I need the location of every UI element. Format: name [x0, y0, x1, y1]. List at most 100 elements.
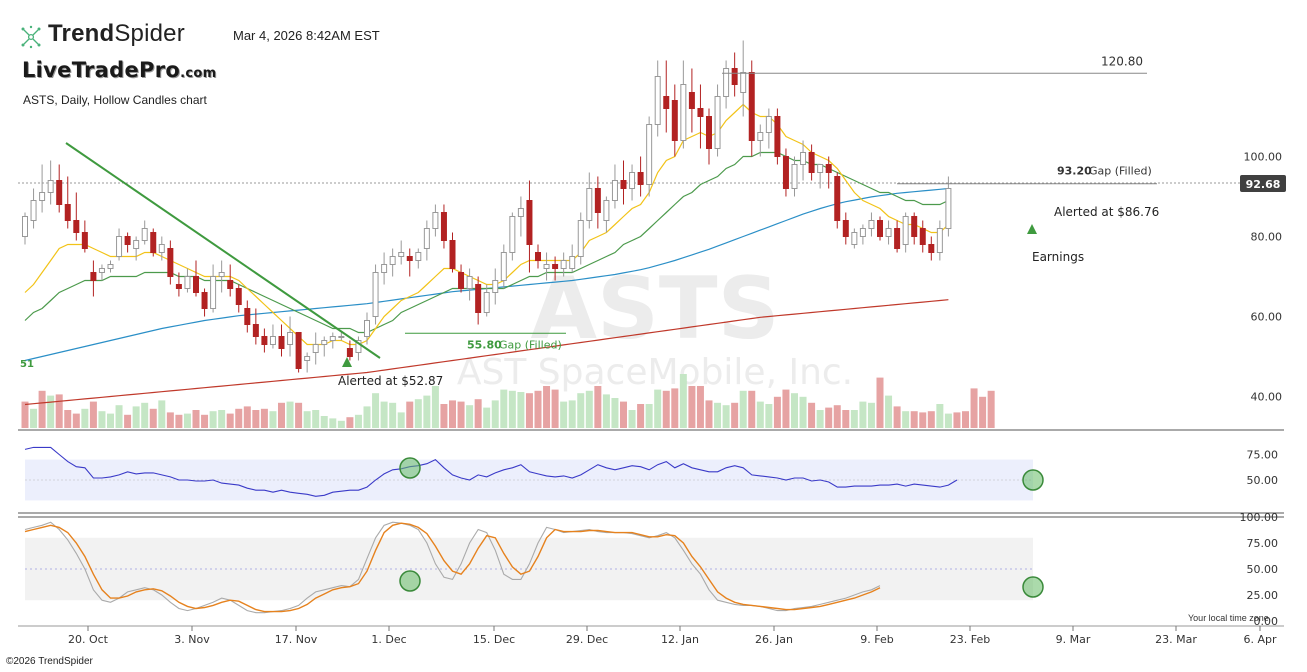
- volume-bar: [517, 392, 525, 428]
- volume-bar: [38, 390, 46, 428]
- volume-bar: [620, 401, 627, 428]
- earnings-label: Earnings: [1032, 250, 1084, 264]
- candle-body: [372, 272, 379, 317]
- volume-bar: [132, 406, 140, 428]
- site-watermark: LiveTradePro.com: [22, 58, 217, 82]
- candle-body: [167, 248, 174, 277]
- volume-bar: [278, 402, 285, 428]
- volume-bar: [303, 411, 311, 428]
- volume-bar: [773, 396, 781, 428]
- volume-bar: [611, 398, 619, 428]
- volume-bar: [226, 413, 234, 428]
- volume-bar: [337, 420, 345, 428]
- candle-body: [235, 288, 242, 305]
- volume-bar: [936, 404, 944, 428]
- stochastic-axis-tick: 75.00: [1247, 537, 1279, 550]
- volume-bar: [645, 404, 653, 428]
- volume-bar: [508, 390, 516, 428]
- candle-body: [894, 228, 901, 249]
- candle-body: [552, 264, 559, 269]
- left-edge-label: 51: [20, 359, 34, 370]
- candle-body: [577, 220, 584, 257]
- candle-body: [740, 72, 747, 93]
- candle-body: [560, 260, 567, 269]
- stochastic-signal-marker-icon: [1022, 576, 1044, 598]
- candle-body: [423, 228, 430, 249]
- volume-bar: [30, 408, 38, 428]
- x-axis-tick-label: 6. Apr: [1243, 633, 1276, 646]
- watermark-company: AST SpaceMobile, Inc.: [457, 352, 853, 393]
- volume-bar: [722, 405, 730, 428]
- volume-bar: [260, 408, 268, 428]
- candle-body: [389, 256, 396, 265]
- volume-bar: [166, 412, 174, 428]
- candle-body: [569, 256, 576, 269]
- volume-bar: [363, 406, 371, 428]
- volume-bar: [808, 402, 816, 428]
- candle-body: [64, 204, 71, 221]
- candle-body: [594, 188, 601, 213]
- candle-body: [500, 252, 507, 281]
- candle-body: [885, 228, 892, 237]
- volume-bar: [850, 410, 858, 428]
- candle-body: [483, 292, 490, 313]
- candle-body: [398, 252, 405, 257]
- volume-bar: [919, 412, 927, 428]
- candle-body: [714, 96, 721, 149]
- volume-bar: [457, 401, 465, 428]
- candle-body: [586, 188, 593, 221]
- candle-body: [287, 332, 294, 345]
- candle-body: [458, 272, 465, 289]
- volume-bar: [731, 402, 739, 428]
- candle-body: [475, 284, 482, 313]
- volume-bar: [568, 400, 576, 428]
- rsi-signal-marker-icon: [399, 457, 421, 479]
- volume-bar: [380, 401, 388, 428]
- volume-bar: [243, 406, 251, 428]
- background-watermark: ASTS AST SpaceMobile, Inc.: [457, 259, 853, 393]
- candle-body: [158, 244, 165, 253]
- candle-body: [261, 336, 268, 345]
- volume-bar: [98, 411, 106, 428]
- earnings-arrow-icon: [1027, 224, 1037, 234]
- candle-body: [774, 116, 781, 157]
- candle-body: [466, 276, 473, 289]
- candle-body: [312, 344, 319, 353]
- volume-bar: [944, 413, 952, 428]
- candle-body: [757, 132, 764, 141]
- candle-body: [834, 176, 841, 221]
- candle-body: [637, 172, 644, 185]
- candle-body: [269, 336, 276, 345]
- x-axis-tick-label: 9. Feb: [860, 633, 893, 646]
- candle-body: [535, 252, 541, 261]
- gap-low-value: 55.80: [467, 338, 502, 351]
- volume-bar: [201, 414, 209, 428]
- volume-bar: [748, 390, 756, 428]
- stochastic-axis-tick: 25.00: [1247, 589, 1279, 602]
- price-axis-tick: 60.00: [1251, 311, 1283, 324]
- candle-body: [73, 220, 80, 233]
- x-axis-tick-label: 23. Mar: [1155, 633, 1197, 646]
- x-axis-tick-label: 1. Dec: [371, 633, 406, 646]
- volume-bar: [397, 412, 405, 428]
- last-price-label: 92.68: [1246, 178, 1281, 191]
- trendspider-logo-icon: [18, 24, 44, 50]
- candle-body: [295, 332, 302, 369]
- candle-body: [218, 272, 225, 277]
- candle-body: [47, 180, 54, 193]
- watermark-ticker: ASTS: [530, 259, 779, 359]
- volume-bar: [21, 401, 29, 428]
- volume-bar: [739, 390, 747, 428]
- volume-bar: [662, 390, 670, 428]
- candle-body: [517, 208, 524, 217]
- alert-1-label: Alerted at $52.87: [338, 374, 443, 388]
- candle-body: [936, 228, 943, 253]
- candle-body: [449, 240, 456, 269]
- volume-bar: [825, 407, 833, 428]
- candle-body: [90, 272, 97, 281]
- volume-bar: [902, 411, 910, 428]
- stochastic-axis-tick: 50.00: [1247, 563, 1279, 576]
- candle-body: [492, 280, 499, 293]
- x-axis-tick-label: 15. Dec: [473, 633, 515, 646]
